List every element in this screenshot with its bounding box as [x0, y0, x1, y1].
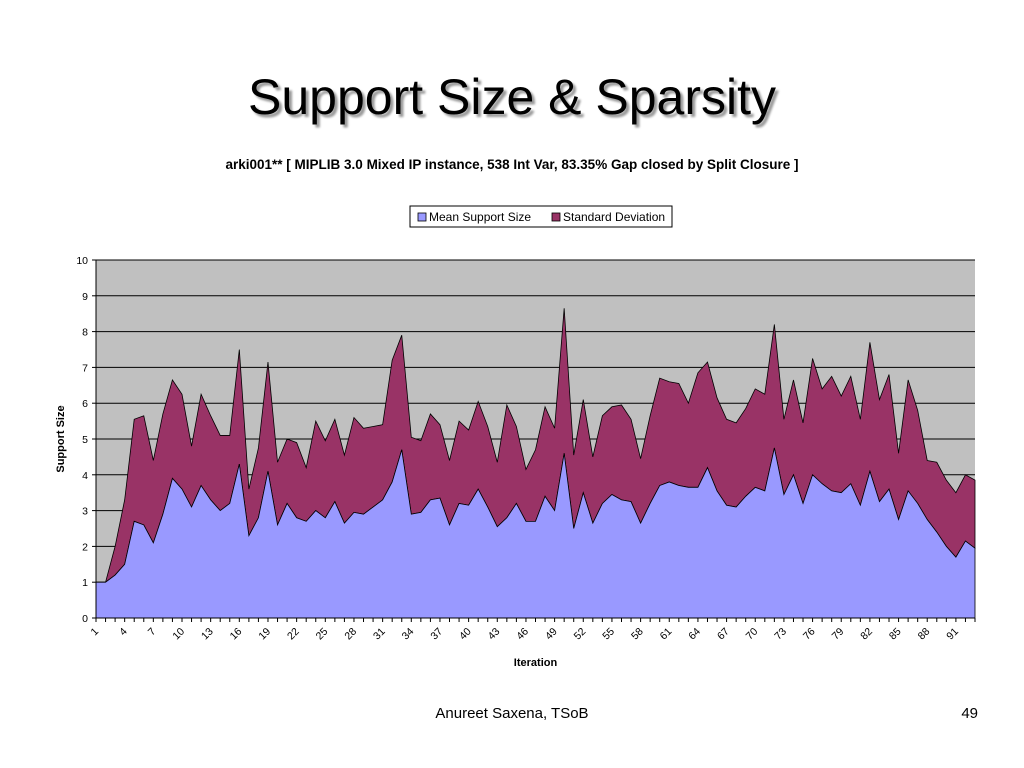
series-mean-support-size: [95, 447, 976, 619]
x-tick-label: 52: [572, 626, 589, 643]
y-tick-label: 0: [82, 613, 88, 625]
x-tick-label: 79: [830, 626, 847, 643]
x-tick-label: 70: [744, 626, 761, 643]
x-tick-label: 58: [629, 626, 646, 643]
x-tick-label: 91: [944, 626, 961, 643]
y-tick-label: 1: [82, 577, 88, 589]
x-tick-label: 4: [117, 626, 130, 639]
x-tick-label: 25: [314, 626, 331, 643]
x-tick-label: 61: [658, 626, 675, 643]
y-tick-label: 6: [82, 398, 88, 410]
y-tick-label: 3: [82, 506, 88, 518]
x-tick-label: 7: [146, 626, 159, 639]
legend-item-mean-support-size: Mean Support Size: [429, 210, 531, 224]
x-tick-label: 19: [256, 626, 273, 643]
legend-swatch: [417, 212, 427, 222]
x-tick-label: 67: [715, 626, 732, 643]
x-tick-label: 31: [371, 626, 388, 643]
x-tick-label: 46: [514, 626, 531, 643]
y-tick-label: 9: [82, 291, 88, 303]
x-tick-label: 37: [428, 626, 445, 643]
y-tick-label: 5: [82, 434, 88, 446]
y-tick-label: 7: [82, 362, 88, 374]
x-tick-label: 10: [170, 626, 187, 643]
y-tick-label: 2: [82, 541, 88, 553]
x-tick-label: 85: [887, 626, 904, 643]
x-tick-label: 76: [801, 626, 818, 643]
x-tick-label: 28: [342, 626, 359, 643]
legend-item-standard-deviation: Standard Deviation: [563, 210, 665, 224]
x-tick-label: 82: [858, 626, 875, 643]
x-tick-label: 40: [457, 626, 474, 643]
x-tick-label: 22: [285, 626, 302, 643]
footer-author: Anureet Saxena, TSoB: [435, 705, 589, 722]
y-tick-label: 8: [82, 327, 88, 339]
x-tick-label: 16: [228, 626, 245, 643]
x-tick-label: 55: [600, 626, 617, 643]
x-tick-label: 73: [772, 626, 789, 643]
y-tick-label: 4: [82, 470, 88, 482]
x-tick-label: 34: [400, 626, 417, 643]
slide-title: Support Size & Sparsity: [247, 69, 777, 125]
legend-box: [409, 205, 673, 228]
legend: Mean Support Size Standard Deviation: [409, 205, 673, 228]
x-tick-label: 49: [543, 626, 560, 643]
x-axis-label: Iteration: [514, 657, 558, 669]
x-tick-label: 64: [686, 626, 703, 643]
x-tick-label: 43: [486, 626, 503, 643]
y-axis-label: Support Size: [55, 405, 67, 472]
legend-swatch: [551, 212, 561, 222]
chart-title: arki001** [ MIPLIB 3.0 Mixed IP instance…: [225, 157, 799, 172]
x-tick-label: 88: [916, 626, 933, 643]
page-number: 49: [961, 705, 978, 722]
y-tick-label: 10: [76, 255, 88, 267]
x-tick-label: 13: [199, 626, 216, 643]
x-tick-label: 1: [89, 626, 102, 639]
